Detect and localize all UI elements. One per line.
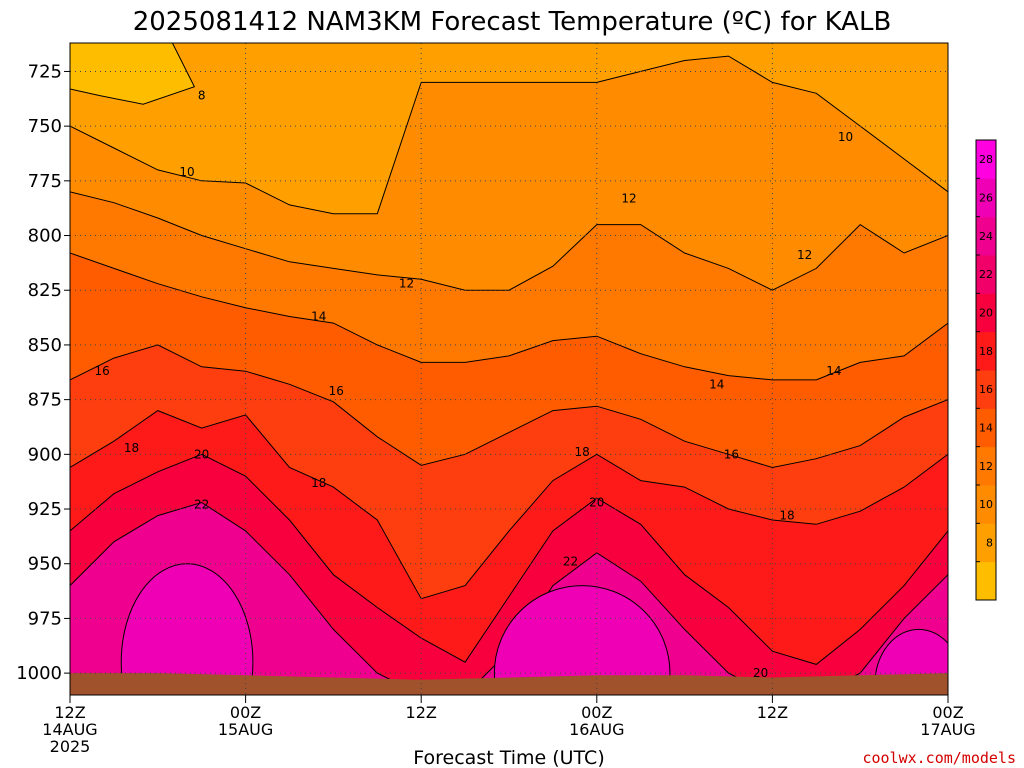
colorbar-swatch	[976, 446, 996, 486]
x-tick-label: 17AUG	[920, 720, 975, 739]
y-tick-label: 925	[28, 499, 62, 520]
colorbar-swatch	[976, 561, 996, 601]
band-fill-iso22	[70, 502, 948, 695]
chart-title: 2025081412 NAM3KM Forecast Temperature (…	[133, 7, 892, 37]
warm-core-2	[493, 585, 671, 695]
warm-core-1	[120, 563, 254, 695]
y-tick-label: 800	[28, 226, 62, 247]
y-tick-label: 900	[28, 444, 62, 465]
isotherm-line-iso10	[70, 55, 948, 215]
colorbar-swatch	[976, 523, 996, 563]
y-tick-label: 950	[28, 554, 62, 575]
band-fill-below-8	[70, 43, 196, 105]
x-tick-label: 00Z	[932, 703, 963, 722]
y-tick-label: 775	[28, 171, 62, 192]
colorbar-swatch	[976, 331, 996, 371]
y-tick-label: 725	[28, 61, 62, 82]
isotherm-line-iso12	[70, 191, 948, 291]
colorbar-label: 8	[986, 537, 993, 550]
x-tick-label: 12Z	[406, 703, 437, 722]
axes: 725 750 775 800 825 850 875 900 925 950 975 1000 12Z…	[16, 61, 976, 756]
isotherm-line-iso16	[70, 344, 948, 469]
colorbar-label: 28	[979, 153, 993, 166]
contour-label-8: 8	[198, 89, 206, 103]
x-tick-label: 15AUG	[218, 720, 273, 739]
contour-label-18: 18	[311, 476, 326, 490]
colorbar-swatch	[976, 255, 996, 294]
x-axis-label: Forecast Time (UTC)	[413, 747, 604, 768]
colorbar-swatch	[976, 408, 996, 448]
contour-label-20: 20	[194, 447, 209, 461]
contour-label-14: 14	[311, 309, 326, 323]
colorbar-swatch	[976, 370, 996, 409]
x-tick-label: 00Z	[581, 703, 612, 722]
x-tick-label: 14AUG	[42, 720, 97, 739]
isotherm-line-iso14	[70, 252, 948, 381]
colorbar: 8 10 12 14 16 18 20 22 24 26 28	[975, 139, 997, 601]
contour-label-16: 16	[724, 447, 739, 461]
contour-label-22: 22	[194, 498, 209, 512]
x-tick-label: 12Z	[757, 703, 788, 722]
colorbar-label: 26	[979, 192, 993, 205]
terrain-ground	[70, 673, 948, 695]
contour-label-14: 14	[709, 377, 724, 391]
contour-label-10: 10	[179, 165, 194, 179]
colorbar-label: 14	[979, 422, 993, 435]
colorbar-label: 18	[979, 345, 993, 358]
y-tick-label: 975	[28, 608, 62, 629]
colorbar-label: 10	[979, 498, 993, 511]
colorbar-label: 12	[979, 460, 993, 473]
y-tick-label: 1000	[16, 663, 62, 684]
colorbar-swatch	[976, 293, 996, 333]
colorbar-label: 16	[979, 383, 993, 396]
y-tick-label: 825	[28, 280, 62, 301]
contour-label-12: 12	[797, 248, 812, 262]
x-tick-label: 16AUG	[569, 720, 624, 739]
y-tick-label: 750	[28, 116, 62, 137]
contour-label-18: 18	[124, 441, 139, 455]
isotherm-line-iso18	[70, 410, 948, 600]
y-tick-label: 875	[28, 390, 62, 411]
y-tick-label: 850	[28, 335, 62, 356]
colorbar-swatch	[976, 216, 996, 256]
colorbar-swatch	[976, 178, 996, 218]
plot-frame	[69, 42, 949, 696]
contour-label-12: 12	[399, 277, 414, 291]
colorbar-label: 24	[979, 230, 993, 243]
x-tick-label: 12Z	[54, 703, 85, 722]
contour-label-10: 10	[838, 130, 853, 144]
colorbar-swatch	[976, 140, 996, 179]
contour-labels: 8 10 10 12 12 12 14 14 14 16 16 16 18 18 18 18 20 20 20 22 2…	[95, 89, 854, 681]
contour-label-16: 16	[95, 364, 110, 378]
contour-label-18: 18	[575, 445, 590, 459]
contour-label-14: 14	[826, 364, 841, 378]
plot-area	[70, 43, 948, 695]
x-tick-label: 2025	[50, 737, 91, 756]
contour-label-22: 22	[563, 555, 578, 569]
colorbar-label: 20	[979, 307, 993, 320]
x-tick-label: 00Z	[230, 703, 261, 722]
contour-label-18: 18	[779, 509, 794, 523]
colorbar-swatch	[976, 485, 996, 524]
colorbar-label: 22	[979, 268, 993, 281]
contour-label-20: 20	[589, 495, 604, 509]
contour-label-12: 12	[621, 191, 636, 205]
contour-label-16: 16	[329, 384, 344, 398]
credit-text: coolwx.com/models	[862, 749, 1016, 767]
contour-label-20: 20	[753, 666, 768, 680]
isotherm-line-iso20	[70, 453, 948, 665]
